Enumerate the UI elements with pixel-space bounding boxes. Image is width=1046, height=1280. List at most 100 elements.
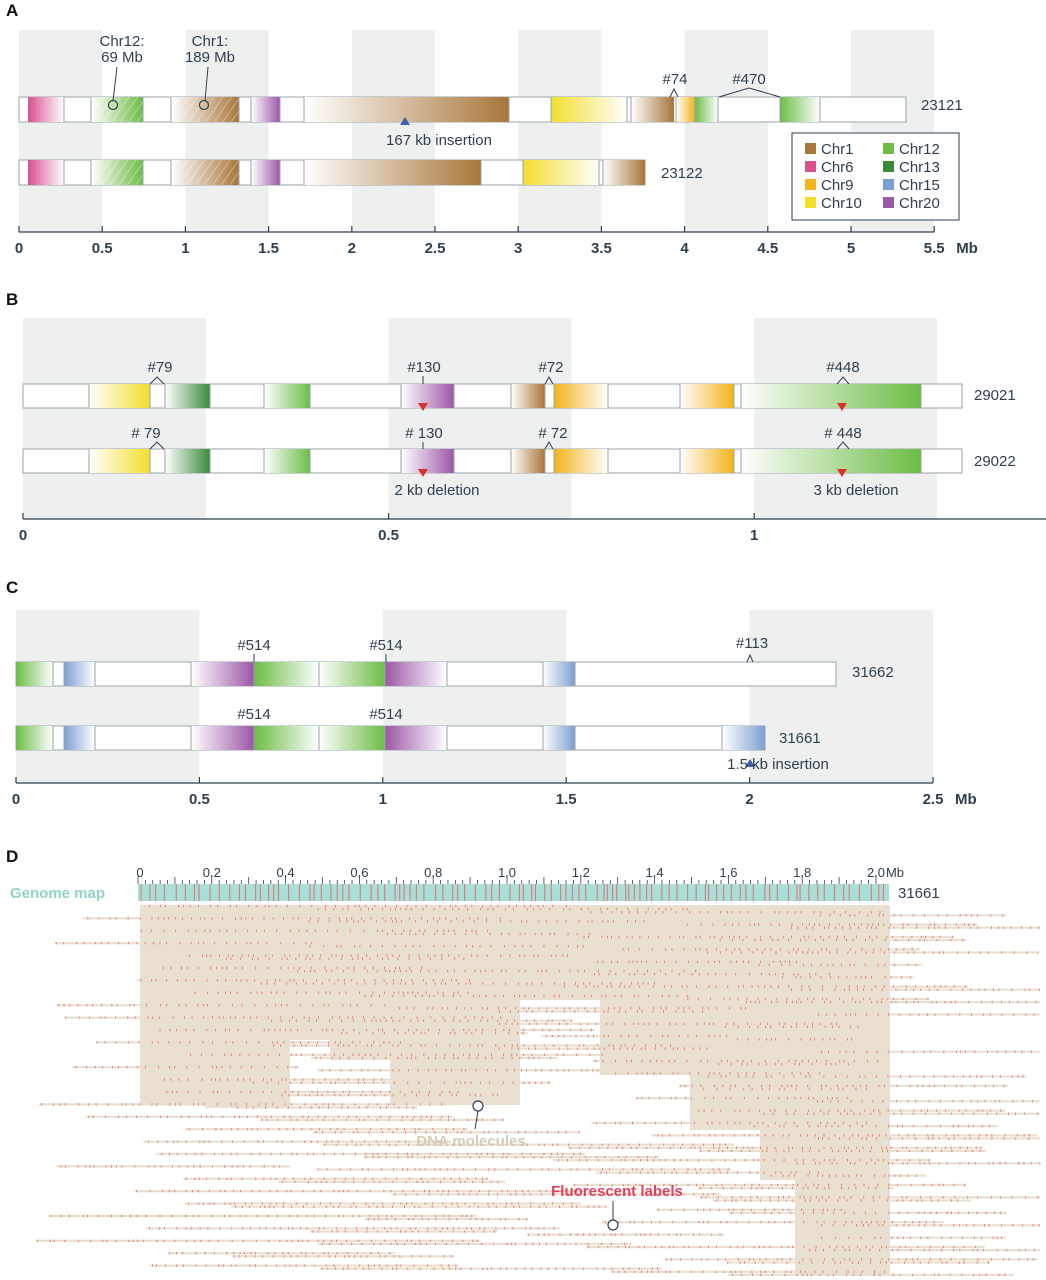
panel-b-maps	[22, 383, 963, 474]
contig-label-470: #470	[732, 71, 765, 88]
insertion-label: 167 kb insertion	[386, 132, 492, 149]
map-id-31661: 31661	[779, 730, 821, 747]
panel-d-tick-label: 0	[136, 865, 143, 880]
map-29021-segment-chr12	[264, 384, 310, 408]
contig-label-514-c: #514	[237, 706, 270, 723]
map-31661-segment-chr20	[191, 726, 254, 750]
panel-c-axis: 0 0.5 1 1.5 2 2.5 Mb	[12, 777, 977, 808]
panel-a-maps	[18, 96, 907, 186]
map-23121-segment-chr10	[551, 97, 627, 122]
contig-caret-72	[544, 375, 554, 385]
map-31662-segment-chr12	[16, 662, 53, 686]
panel-d-tick-label: 1.6	[719, 865, 737, 880]
panel-a-axis-tick-label: 0.5	[92, 240, 113, 257]
panel-b-shading	[23, 318, 937, 519]
deletion-marker-1	[418, 403, 428, 411]
map-31662-segment-chr12	[319, 662, 385, 686]
dna-molecules	[36, 904, 1041, 1277]
panel-c-band	[749, 610, 933, 783]
panel-b-band	[23, 318, 206, 519]
panel-a-axis-tick-label: 5.5	[924, 240, 945, 257]
map-23121-segment-chr12	[780, 97, 820, 122]
map-23122-segment-chr1	[603, 160, 645, 185]
panel-b-band	[388, 318, 572, 519]
map-23122-segment-chr10	[523, 160, 599, 185]
panel-c-axis-unit: Mb	[955, 791, 977, 808]
panel-a-band	[185, 30, 269, 232]
genome-map-id: 31661	[898, 885, 940, 902]
map-id-29022: 29022	[974, 453, 1016, 470]
contig-caret-74	[669, 87, 679, 98]
panel-a-axis-tick-label: 4	[680, 240, 689, 257]
contig-caret-470	[718, 87, 781, 98]
panel-a-axis-tick-label: 4.5	[757, 240, 778, 257]
map-23122-segment-hatch	[171, 160, 239, 185]
genome-map-bar	[138, 884, 889, 901]
panel-c-letter: C	[6, 578, 18, 597]
insertion-label-c: 1.5 kb insertion	[727, 756, 829, 773]
map-id-23121: 23121	[921, 97, 963, 114]
legend-label-chr12: Chr12	[899, 141, 940, 158]
fluorescent-label-marker	[607, 1219, 619, 1231]
contig-label-79: #79	[147, 359, 172, 376]
panel-d-tick-label: 1.4	[646, 865, 664, 880]
panel-d-axis: 0 0.2 0.4 0.6 0.8 1.0 1.2 1.4 1.6 1.8 2.0 Mb	[136, 865, 904, 884]
panel-c-maps	[15, 661, 837, 751]
contig-label-130-b: # 130	[405, 425, 443, 442]
contig-label-514-b: #514	[369, 637, 402, 654]
deletion-label-2kb: 2 kb deletion	[394, 482, 479, 499]
panel-d-tick-label: 0.2	[203, 865, 221, 880]
map-23121-segment-chr1	[631, 97, 674, 122]
map-23121-segment-chr12	[695, 97, 718, 122]
panel-d-tick-label: 0.8	[424, 865, 442, 880]
contig-label-448-b: # 448	[824, 425, 862, 442]
panel-a-band	[684, 30, 768, 232]
map-31662-segment-chr15	[64, 662, 95, 686]
legend-swatch-chr9	[805, 179, 816, 190]
callout-chr1-line2: 189 Mb	[185, 49, 235, 66]
dna-molecule-block	[390, 905, 520, 1105]
panel-a-axis: 0 0.5 1 1.5 2 2.5 3 3.5 4 4.5 5 5.5 Mb	[15, 226, 978, 257]
contig-label-72: #72	[538, 359, 563, 376]
map-31661-segment-chr15	[722, 726, 765, 750]
deletion-label-3kb: 3 kb deletion	[813, 482, 898, 499]
map-31661-segment-chr15	[64, 726, 95, 750]
contig-caret-448	[836, 376, 850, 385]
map-29021-segment-chr20	[401, 384, 454, 408]
panel-a-band	[518, 30, 602, 232]
panel-a-axis-tick-label: 1	[181, 240, 189, 257]
contig-label-74: #74	[662, 71, 687, 88]
panel-a: A Chr12: 69 Mb Chr1: 189 Mb #74 #470 231…	[6, 1, 978, 257]
panel-c-band	[382, 610, 567, 783]
panel-d-tick-label: 0.6	[350, 865, 368, 880]
callout-chr1-leader	[204, 66, 209, 102]
map-29021-segment-chr9	[554, 384, 608, 408]
panel-b-axis-tick-label: 0.5	[378, 527, 399, 544]
legend-swatch-chr1	[805, 143, 816, 154]
panel-a-shading	[19, 30, 935, 232]
panel-a-axis-tick-label: 3	[514, 240, 522, 257]
deletion-marker-4	[837, 469, 847, 477]
panel-a-axis-tick-label: 2	[348, 240, 356, 257]
panel-c-axis-tick-label: 0.5	[189, 791, 210, 808]
map-29021-segment-chr12	[741, 384, 921, 408]
fluorescent-labels-label: Fluorescent labels	[551, 1183, 683, 1200]
map-29021-segment-chr9	[680, 384, 734, 408]
panel-b: B #79 #130 #72 #448 29021 # 79 # 130 # 7…	[6, 290, 1046, 544]
contig-label-514-a: #514	[237, 637, 270, 654]
map-31662-segment-chr15	[543, 662, 575, 686]
panel-a-axis-tick-label: 2.5	[425, 240, 446, 257]
map-31661-segment-chr12	[254, 726, 319, 750]
panel-c-axis-tick-label: 0	[12, 791, 20, 808]
map-31661-segment-chr20	[385, 726, 447, 750]
legend-swatch-chr12	[883, 143, 894, 154]
genome-map-label: Genome map	[10, 885, 105, 902]
panel-d-tick-label: 2.0	[867, 865, 885, 880]
panel-c-axis-tick-label: 2	[745, 791, 753, 808]
dna-molecule-marker	[472, 1100, 484, 1112]
map-29022-segment-chr12	[741, 449, 921, 473]
legend-swatch-chr20	[883, 197, 894, 208]
panel-a-band	[351, 30, 435, 232]
panel-b-band	[754, 318, 937, 519]
